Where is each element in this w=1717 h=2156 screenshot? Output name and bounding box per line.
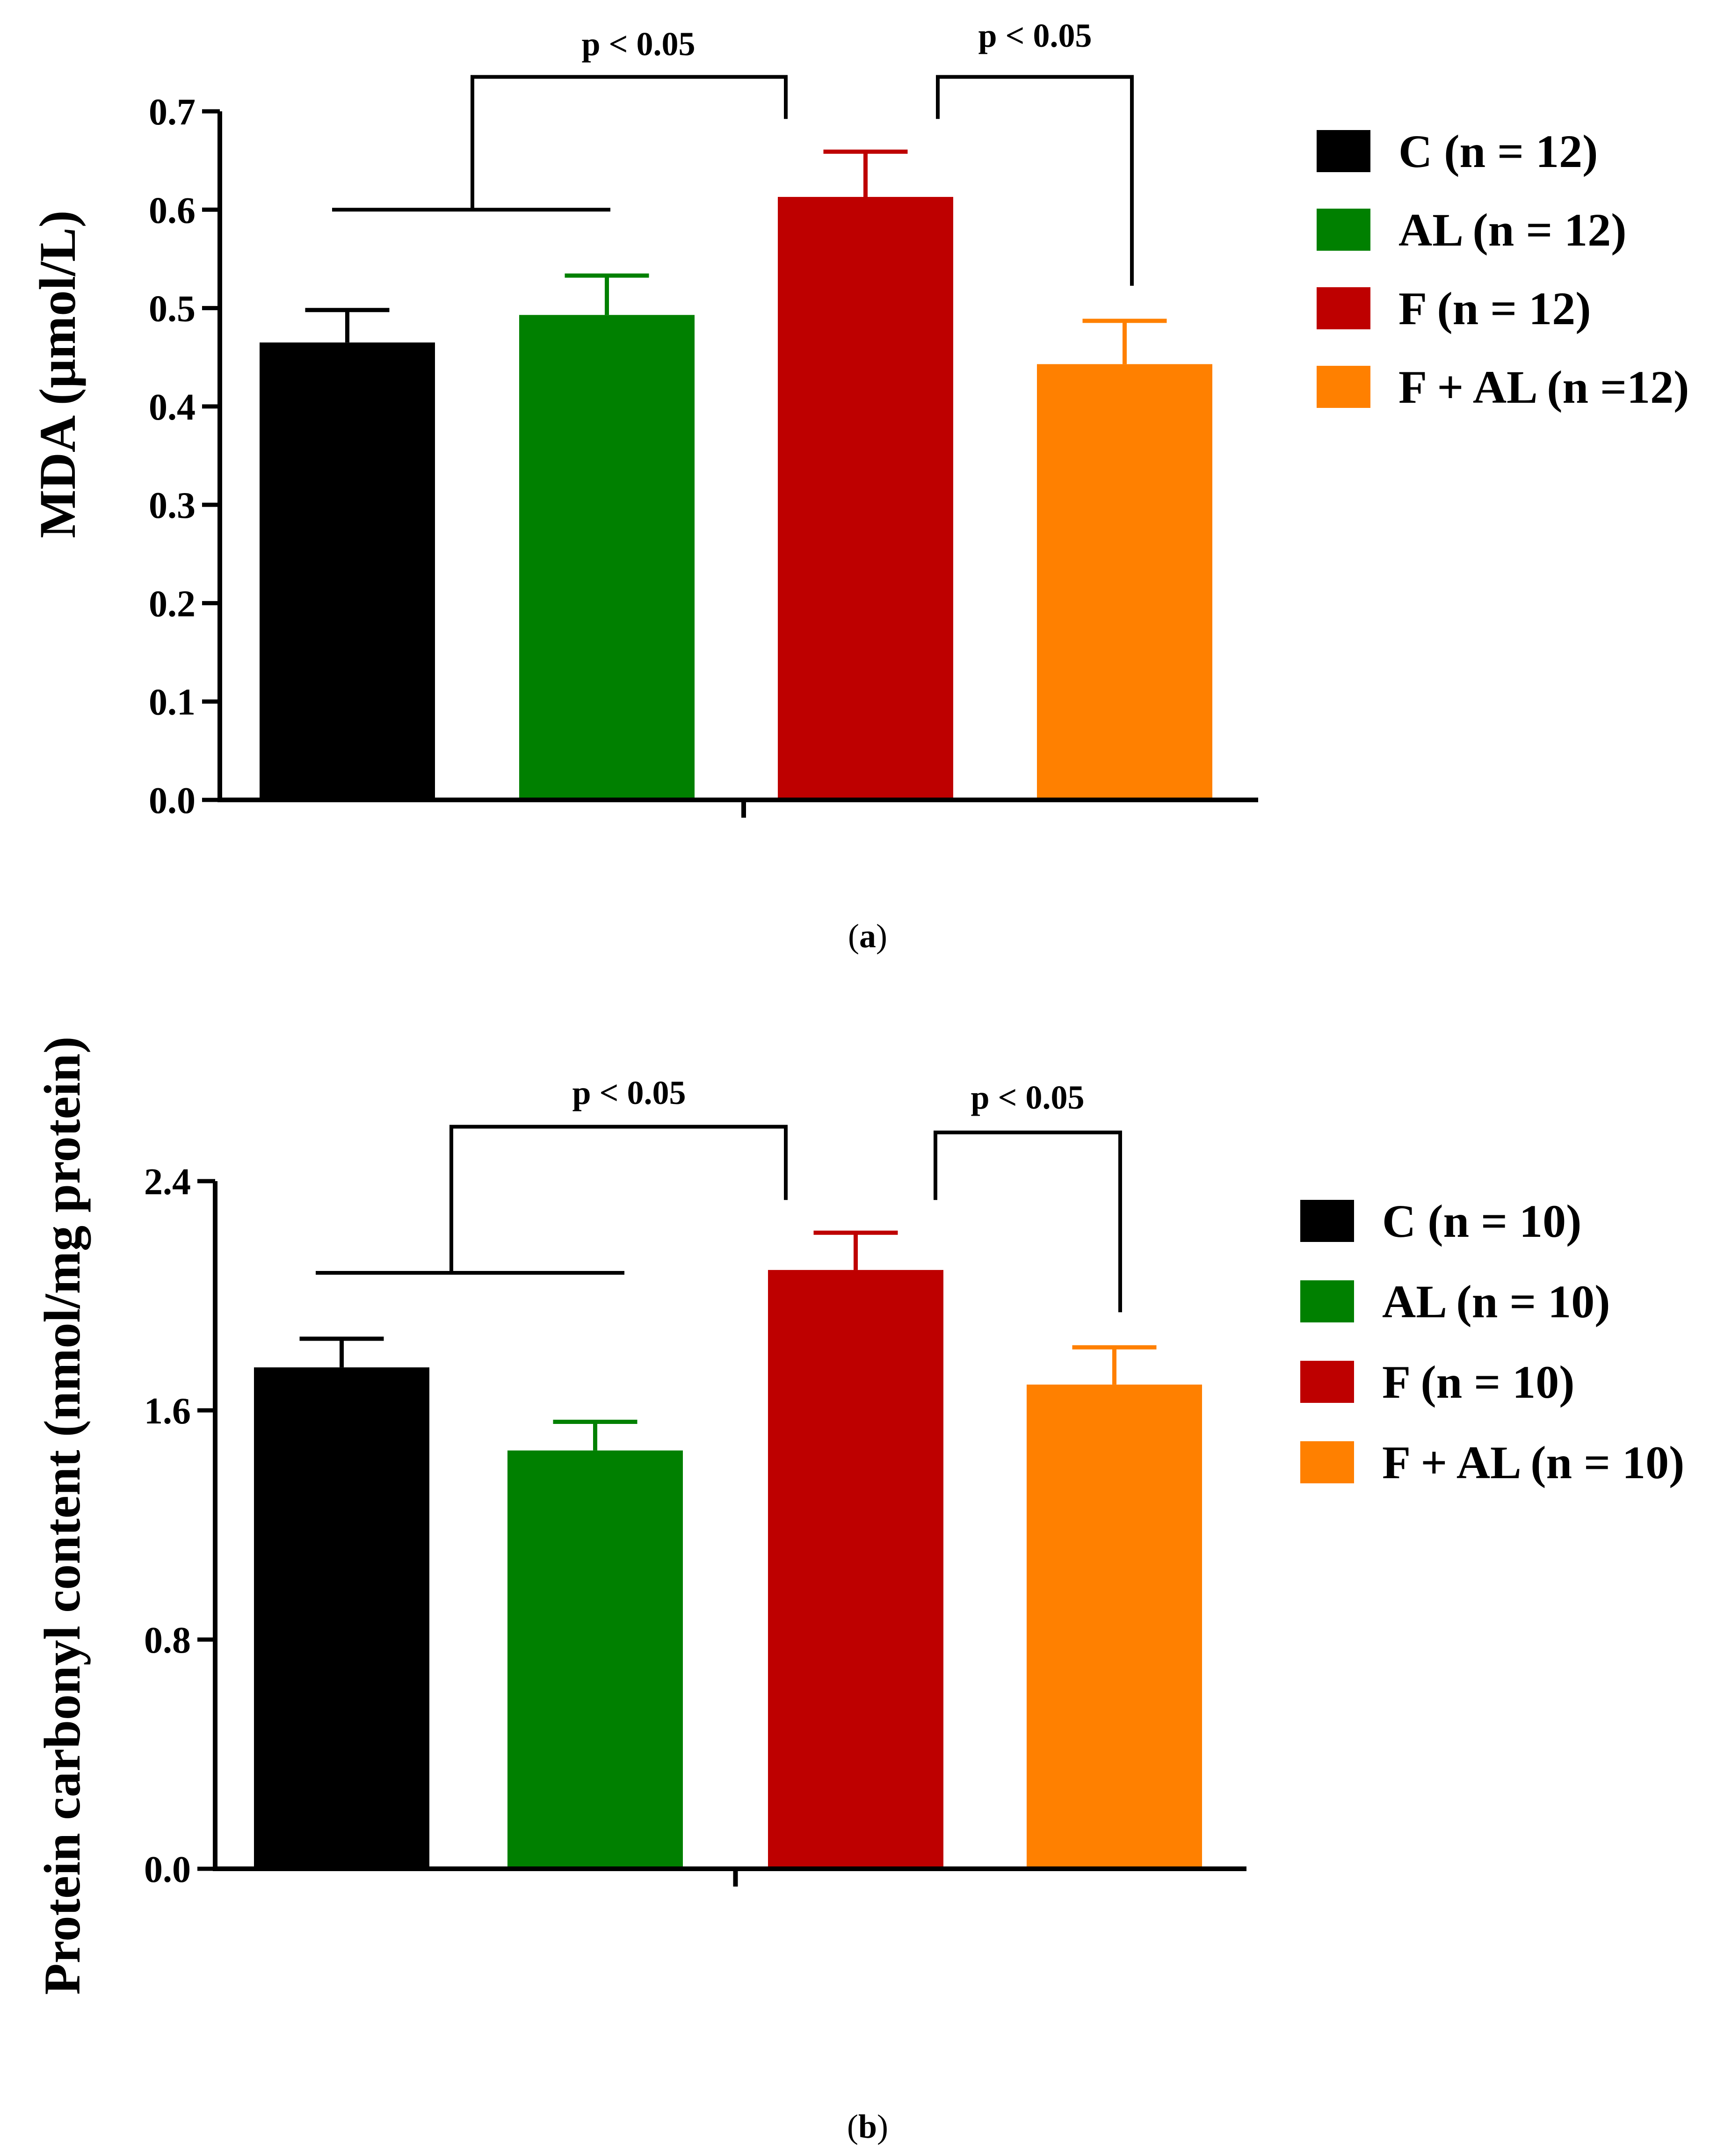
panel-a: 0.00.10.20.30.40.50.60.7 p < 0.05 p < 0.0… xyxy=(29,17,1689,955)
panel-b-y-ticks: 0.0 0.8 1.6 2.4 xyxy=(144,1161,215,1890)
panel-a-caption-close: ) xyxy=(876,917,887,955)
legend-swatch-4 xyxy=(1317,366,1370,408)
panel-a-significance: p < 0.05 p < 0.05 xyxy=(332,17,1134,286)
legend-label-1: C (n = 10) xyxy=(1382,1195,1581,1247)
legend-swatch-1 xyxy=(1317,130,1370,172)
panel-a-y-ticks: 0.0 0.1 0.2 0.3 0.4 0.5 0.6 0.7 xyxy=(149,92,220,821)
bracket-2 xyxy=(934,1130,1122,1313)
panel-a-axes xyxy=(217,111,1258,818)
y-tick-label-2: 0.1 xyxy=(149,682,196,723)
y-tick-label-3: 0.2 xyxy=(149,583,196,624)
legend-swatch-1 xyxy=(1300,1200,1354,1242)
legend-swatch-2 xyxy=(1317,209,1370,251)
panel-a-caption: (a) xyxy=(848,917,887,955)
legend-label-4: F + AL (n =12) xyxy=(1398,361,1689,413)
y-tick-label-2: 0.8 xyxy=(144,1620,191,1661)
panel-b: 0.0 0.8 1.6 2.4 p < 0.05 p < 0.05 C (n = 10)… xyxy=(34,1036,1684,2145)
y-tick-label-1: 0.0 xyxy=(144,1849,191,1890)
bar-1 xyxy=(254,1367,429,1869)
legend-label-3: F (n = 12) xyxy=(1398,283,1591,334)
legend-label-3: F (n = 10) xyxy=(1382,1356,1575,1408)
y-tick-label-4: 2.4 xyxy=(144,1161,191,1203)
panel-a-y-axis-label: MDA (μmol/L) xyxy=(29,211,86,538)
bar-2 xyxy=(519,315,695,800)
panel-b-caption-open: ( xyxy=(847,2108,858,2145)
bar-3 xyxy=(778,196,953,800)
legend-label-2: AL (n = 12) xyxy=(1398,204,1627,256)
bracket-1 xyxy=(449,1125,788,1273)
legend-swatch-4 xyxy=(1300,1441,1354,1483)
p-value-label-1: p < 0.05 xyxy=(581,25,695,63)
legend-swatch-3 xyxy=(1317,287,1370,329)
p-value-label-1: p < 0.05 xyxy=(572,1074,686,1111)
bracket-1 xyxy=(471,75,788,210)
legend-label-1: C (n = 12) xyxy=(1398,125,1598,177)
legend-swatch-2 xyxy=(1300,1280,1354,1322)
bar-4 xyxy=(1027,1384,1202,1869)
panel-b-caption: (b) xyxy=(847,2108,888,2145)
panel-b-significance: p < 0.05 p < 0.05 xyxy=(316,1074,1122,1313)
y-tick-label-1: 0.0 xyxy=(149,780,196,821)
p-value-label-2: p < 0.05 xyxy=(978,17,1092,54)
bar-4 xyxy=(1037,364,1212,800)
bracket-2 xyxy=(936,75,1134,286)
p-value-label-2: p < 0.05 xyxy=(971,1079,1084,1116)
legend-swatch-3 xyxy=(1300,1361,1354,1403)
panel-a-legend: C (n = 12) AL (n = 12) F (n = 12) F + AL (n… xyxy=(1317,125,1689,413)
y-tick-label-8: 0.7 xyxy=(149,92,196,133)
panel-b-caption-close: ) xyxy=(877,2108,888,2145)
y-tick-label-6: 0.5 xyxy=(149,289,196,330)
panel-b-axes xyxy=(213,1181,1246,1887)
panel-a-caption-open: ( xyxy=(848,917,859,955)
panel-a-bars xyxy=(260,149,1212,800)
bar-1 xyxy=(260,342,435,800)
panel-b-bars xyxy=(254,1230,1202,1869)
panel-b-legend: C (n = 10) AL (n = 10) F (n = 10) F + AL (n… xyxy=(1300,1195,1684,1488)
panel-b-caption-letter: b xyxy=(858,2108,877,2145)
y-tick-label-3: 1.6 xyxy=(144,1391,191,1432)
legend-label-4: F + AL (n = 10) xyxy=(1382,1437,1684,1488)
y-tick-label-5: 0.4 xyxy=(149,387,196,428)
panel-b-y-axis-label: Protein carbonyl content (nmol/mg protei… xyxy=(34,1036,91,1995)
bar-2 xyxy=(507,1450,683,1869)
y-tick-label-7: 0.6 xyxy=(149,190,196,231)
y-tick-label-4: 0.3 xyxy=(149,485,196,526)
bar-3 xyxy=(768,1270,943,1869)
legend-label-2: AL (n = 10) xyxy=(1382,1276,1610,1328)
panel-a-caption-letter: a xyxy=(859,917,876,955)
